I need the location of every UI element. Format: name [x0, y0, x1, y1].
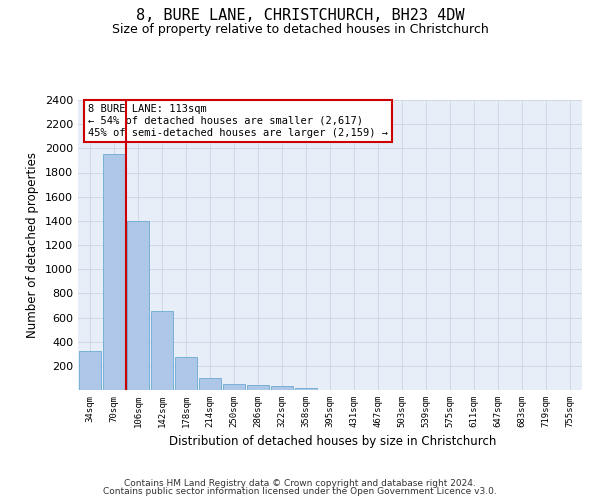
Bar	[223, 384, 245, 390]
Bar	[103, 154, 125, 390]
Text: 8 BURE LANE: 113sqm
← 54% of detached houses are smaller (2,617)
45% of semi-det: 8 BURE LANE: 113sqm ← 54% of detached ho…	[88, 104, 388, 138]
Text: Contains public sector information licensed under the Open Government Licence v3: Contains public sector information licen…	[103, 487, 497, 496]
Bar	[199, 378, 221, 390]
Y-axis label: Number of detached properties: Number of detached properties	[26, 152, 40, 338]
Text: Size of property relative to detached houses in Christchurch: Size of property relative to detached ho…	[112, 22, 488, 36]
Bar	[151, 312, 173, 390]
Bar	[271, 386, 293, 390]
Text: Contains HM Land Registry data © Crown copyright and database right 2024.: Contains HM Land Registry data © Crown c…	[124, 478, 476, 488]
Text: 8, BURE LANE, CHRISTCHURCH, BH23 4DW: 8, BURE LANE, CHRISTCHURCH, BH23 4DW	[136, 8, 464, 22]
Bar	[175, 358, 197, 390]
Bar	[295, 388, 317, 390]
Bar	[127, 221, 149, 390]
Bar	[79, 352, 101, 390]
Text: Distribution of detached houses by size in Christchurch: Distribution of detached houses by size …	[169, 435, 497, 448]
Bar	[247, 385, 269, 390]
